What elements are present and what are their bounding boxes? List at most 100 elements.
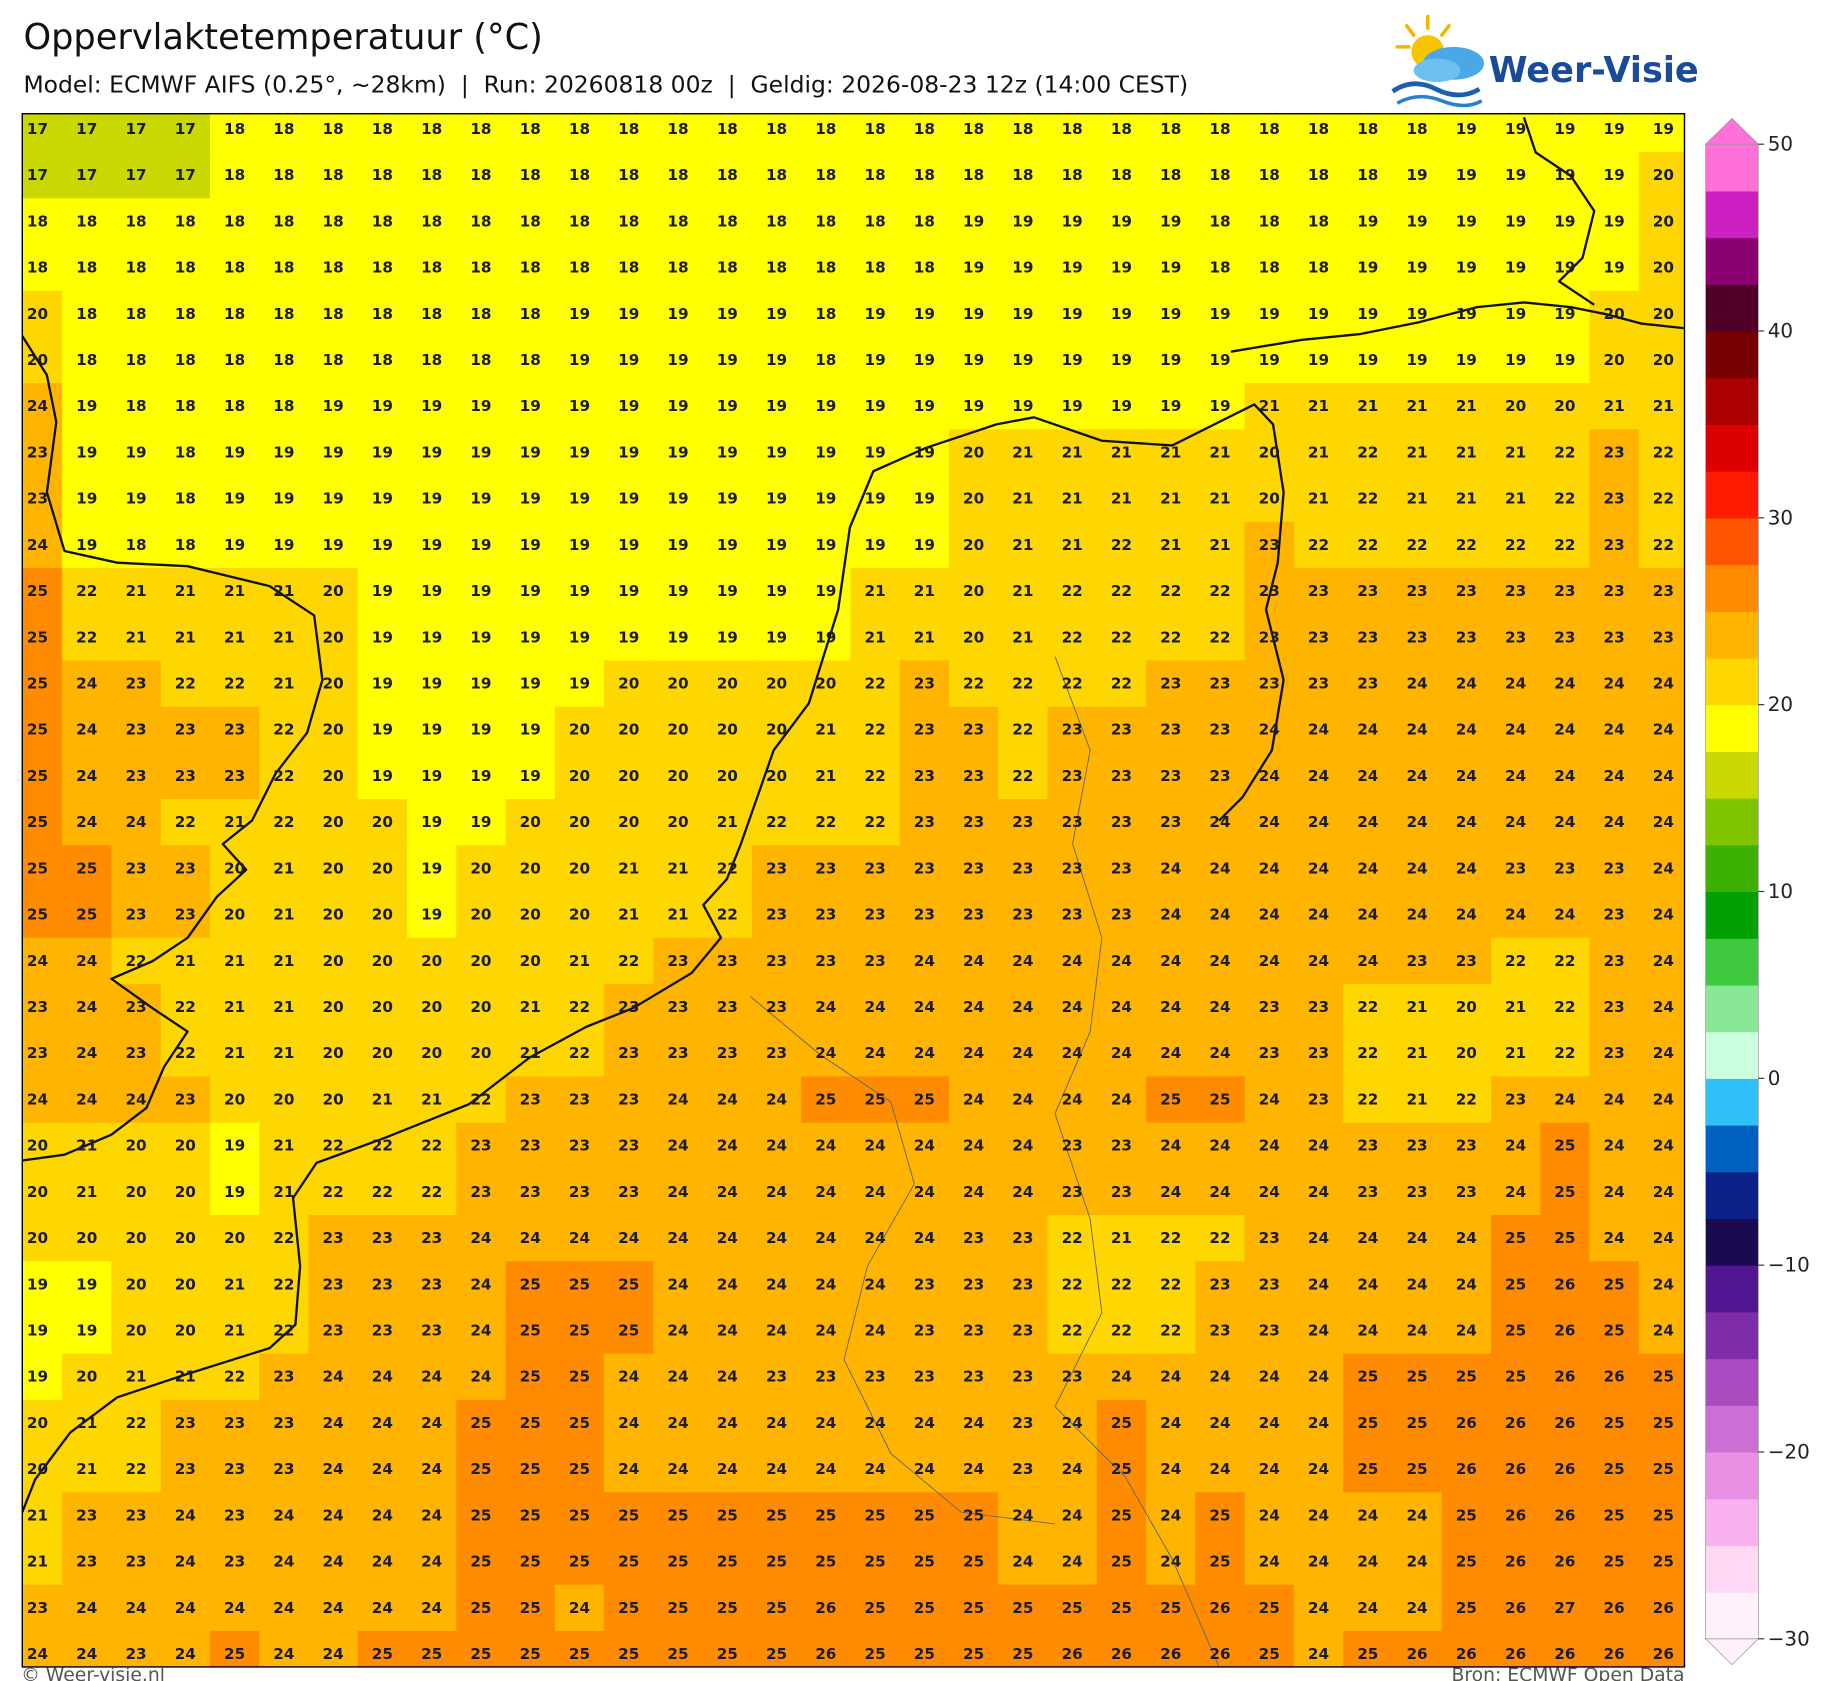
value-label: 23: [1012, 1229, 1033, 1247]
value-label: 23: [27, 443, 48, 461]
value-label: 23: [1604, 859, 1625, 877]
field-cell: [1047, 845, 1098, 893]
value-label: 24: [1259, 813, 1280, 831]
value-label: 22: [224, 675, 245, 693]
field-cell: [505, 1307, 556, 1355]
field-cell: [308, 152, 359, 199]
field-cell: [1146, 752, 1197, 800]
value-label: 17: [175, 166, 196, 184]
value-label: 25: [1357, 1460, 1378, 1478]
field-cell: [751, 1538, 802, 1586]
field-cell: [1293, 706, 1344, 754]
value-label: 22: [1111, 675, 1132, 693]
field-cell: [62, 1353, 113, 1401]
value-label: 25: [470, 1460, 491, 1478]
field-cell: [702, 937, 753, 985]
value-label: 19: [569, 582, 590, 600]
field-cell: [62, 1214, 113, 1262]
value-label: 23: [1357, 582, 1378, 600]
value-label: 23: [1062, 721, 1083, 739]
value-label: 24: [1308, 767, 1329, 785]
field-cell: [1096, 1214, 1147, 1262]
field-cell: [702, 799, 753, 846]
field-cell: [357, 1122, 408, 1170]
value-label: 20: [372, 813, 393, 831]
field-cell: [1490, 1261, 1541, 1309]
value-label: 23: [1604, 1044, 1625, 1062]
value-label: 19: [1209, 397, 1230, 415]
value-label: 23: [1160, 813, 1181, 831]
field-cell: [259, 113, 310, 153]
value-label: 24: [1062, 1044, 1083, 1062]
field-cell: [505, 614, 556, 662]
value-label: 19: [323, 397, 344, 415]
value-label: 24: [717, 1183, 738, 1201]
field-cell: [1195, 706, 1246, 754]
value-label: 24: [717, 1137, 738, 1155]
value-label: 19: [27, 1275, 48, 1293]
value-label: 17: [125, 166, 146, 184]
value-label: 23: [1209, 721, 1230, 739]
field-cell: [998, 1584, 1049, 1632]
field-cell: [456, 752, 507, 800]
value-label: 24: [1209, 1044, 1230, 1062]
value-label: 24: [1406, 721, 1427, 739]
field-cell: [1441, 113, 1492, 153]
value-label: 24: [667, 1414, 688, 1432]
field-cell: [948, 891, 999, 939]
value-label: 23: [1111, 1183, 1132, 1201]
field-cell: [801, 752, 852, 800]
field-cell: [850, 336, 901, 384]
value-label: 18: [125, 397, 146, 415]
field-cell: [948, 290, 999, 338]
value-label: 24: [864, 1414, 885, 1432]
value-label: 19: [1604, 166, 1625, 184]
field-cell: [1195, 1584, 1246, 1632]
field-cell: [1047, 1168, 1098, 1216]
value-label: 23: [1012, 859, 1033, 877]
field-cell: [456, 1353, 507, 1401]
value-label: 24: [1505, 906, 1526, 924]
field-cell: [456, 152, 507, 199]
field-cell: [801, 706, 852, 754]
value-label: 18: [175, 259, 196, 277]
value-label: 18: [815, 166, 836, 184]
field-cell: [357, 1492, 408, 1540]
value-label: 23: [1160, 675, 1181, 693]
field-cell: [751, 1076, 802, 1124]
field-cell: [111, 1261, 162, 1309]
value-label: 25: [372, 1645, 393, 1663]
field-cell: [1392, 1076, 1443, 1124]
value-label: 18: [421, 166, 442, 184]
value-label: 18: [76, 259, 97, 277]
field-cell: [111, 567, 162, 615]
value-label: 18: [1209, 259, 1230, 277]
field-cell: [702, 1214, 753, 1262]
value-label: 23: [1062, 1183, 1083, 1201]
value-label: 23: [1653, 582, 1674, 600]
field-cell: [1343, 475, 1394, 523]
value-label: 18: [766, 259, 787, 277]
field-cell: [899, 244, 950, 292]
field-cell: [751, 1399, 802, 1447]
value-label: 24: [1259, 1183, 1280, 1201]
value-label: 24: [815, 1044, 836, 1062]
field-cell: [505, 290, 556, 338]
value-label: 19: [520, 397, 541, 415]
value-label: 22: [569, 998, 590, 1016]
value-label: 19: [667, 305, 688, 323]
field-cell: [1441, 475, 1492, 523]
field-cell: [1589, 1030, 1640, 1078]
value-label: 18: [323, 120, 344, 138]
field-cell: [1244, 1353, 1295, 1401]
field-cell: [407, 1030, 458, 1078]
value-label: 24: [125, 1090, 146, 1108]
field-cell: [1244, 1399, 1295, 1447]
value-label: 24: [717, 1368, 738, 1386]
field-cell: [1589, 1492, 1640, 1540]
value-label: 25: [27, 906, 48, 924]
value-label: 25: [520, 1553, 541, 1571]
value-label: 23: [76, 1506, 97, 1524]
value-label: 17: [125, 120, 146, 138]
field-cell: [111, 336, 162, 384]
